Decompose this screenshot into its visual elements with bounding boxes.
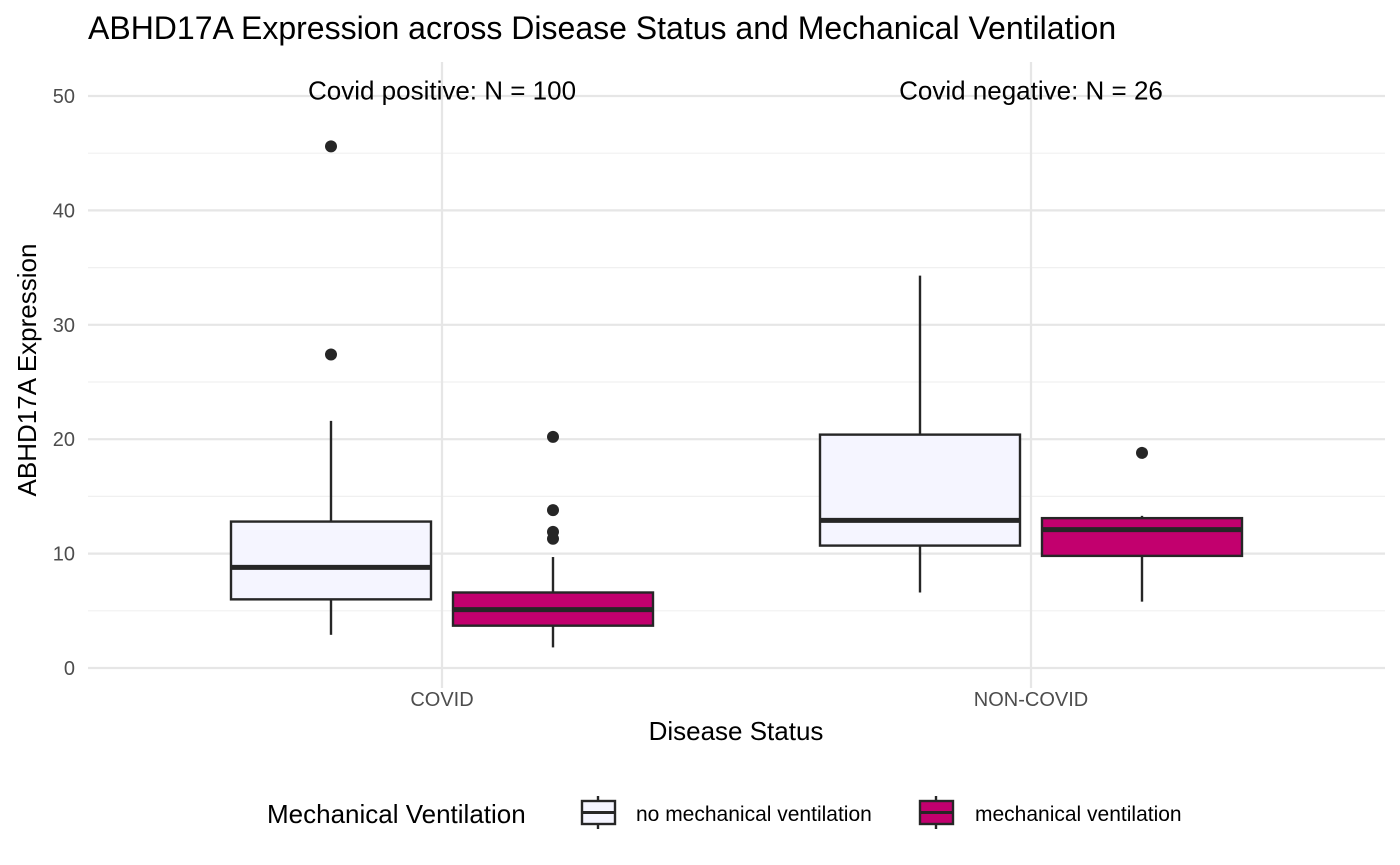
axes: 0 10 20 30 40 50 COVID NON-COVID xyxy=(53,86,1088,711)
box-group xyxy=(229,140,433,635)
box-group xyxy=(1040,446,1244,602)
grid xyxy=(88,62,1385,688)
annotations: Covid positive: N = 100 Covid negative: N… xyxy=(308,75,1163,105)
outlier-point xyxy=(325,348,337,361)
box xyxy=(1040,516,1244,558)
legend-label: mechanical ventilation xyxy=(975,803,1182,826)
annotation-label: Covid negative: N = 26 xyxy=(899,75,1163,105)
outlier-point xyxy=(1136,446,1148,459)
chart-title: ABHD17A Expression across Disease Status… xyxy=(88,10,1116,46)
x-axis-title: Disease Status xyxy=(649,716,824,746)
y-tick-label: 10 xyxy=(53,544,75,566)
plot-area xyxy=(229,140,1244,648)
x-tick-label: COVID xyxy=(410,689,473,711)
outlier-point xyxy=(547,504,559,517)
outlier-point xyxy=(325,140,337,153)
outlier-point xyxy=(547,525,559,538)
annotation-label: Covid positive: N = 100 xyxy=(308,75,576,105)
y-tick-label: 40 xyxy=(53,200,75,222)
x-tick-label: NON-COVID xyxy=(974,689,1088,711)
y-tick-label: 30 xyxy=(53,315,75,337)
outlier-point xyxy=(547,430,559,443)
legend-title: Mechanical Ventilation xyxy=(267,799,526,829)
y-tick-label: 20 xyxy=(53,429,75,451)
box-group xyxy=(451,430,655,648)
y-tick-label: 0 xyxy=(64,658,75,680)
box xyxy=(818,433,1022,547)
box xyxy=(229,520,433,601)
box-group xyxy=(818,275,1022,593)
legend-label: no mechanical ventilation xyxy=(636,803,872,826)
legend: Mechanical Ventilation no mechanical ven… xyxy=(267,796,1182,829)
y-axis-title: ABHD17A Expression xyxy=(12,244,42,497)
y-tick-label: 50 xyxy=(53,86,75,108)
